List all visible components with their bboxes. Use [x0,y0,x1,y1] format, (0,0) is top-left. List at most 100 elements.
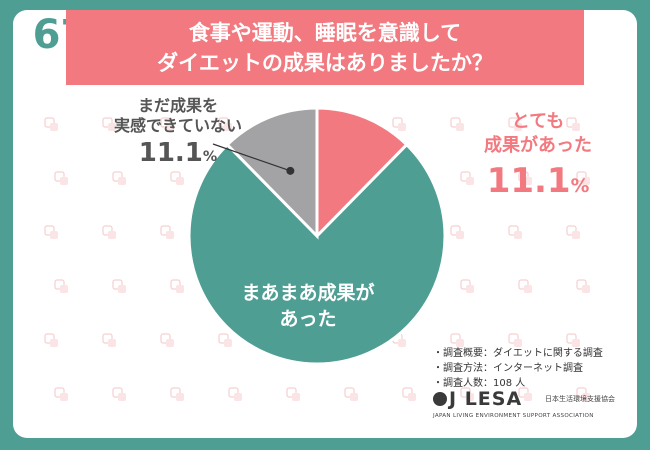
pattern-square [218,333,229,344]
pattern-square-fill [350,393,358,401]
pattern-square [508,117,519,128]
label-teal-slice: まあまあ成果が あった [228,280,388,332]
pattern-square [566,333,577,344]
pattern-square [102,333,113,344]
pattern-square [344,387,355,398]
slice-pink [315,106,409,240]
value-pink-unit: % [570,176,590,197]
pattern-square-fill [166,339,174,347]
chart-card: 食事や運動、睡眠を意識して ダイエットの成果はありましたか？ まだ成果を 実感で… [13,10,637,438]
pattern-square [460,279,471,290]
pattern-square-fill [108,123,116,131]
pattern-square [460,171,471,182]
pattern-square [44,117,55,128]
pattern-square [228,387,239,398]
survey-note-count: ・調査人数：108 人 [433,378,526,389]
pattern-square [44,225,55,236]
slice-teal [187,142,447,366]
pattern-square [112,387,123,398]
pattern-square-fill [108,231,116,239]
value-gray-slice: 11.1% [98,136,258,174]
title-line-1: 食事や運動、睡眠を意識して [188,21,462,45]
pattern-square-fill [524,285,532,293]
pattern-square [460,387,471,398]
label-gray-line-2: 実感できていない [113,116,242,135]
label-pink-slice: とても 成果があった 11.1% [453,110,623,210]
pattern-square-fill [176,177,184,185]
value-pink-number: 11.1 [486,161,571,201]
pattern-square [160,225,171,236]
pattern-square [450,333,461,344]
pattern-square [402,387,413,398]
pattern-square [112,279,123,290]
label-pink-line-2: 成果があった [484,135,592,156]
pattern-square-fill [224,123,232,131]
value-pink-slice: 11.1% [453,158,623,210]
label-teal-line-2: あった [279,308,337,330]
pattern-square-fill [234,393,242,401]
logo-dot-icon [433,392,447,406]
pattern-square [576,279,587,290]
pattern-square [102,225,113,236]
pattern-square-fill [582,177,590,185]
pattern-square-fill [50,339,58,347]
value-gray-unit: % [202,149,218,165]
lesa-logo: J LESA 日本生活環境支援協会 JAPAN LIVING ENVIRONME… [433,388,633,428]
pattern-square [160,333,171,344]
pattern-square-fill [118,177,126,185]
label-gray-slice: まだ成果を 実感できていない 11.1% [98,96,258,174]
logo-org-jp: 日本生活環境支援協会 [545,395,615,403]
pattern-square-fill [572,231,580,239]
pattern-square [518,279,529,290]
pattern-square-fill [456,231,464,239]
pattern-square [576,387,587,398]
pattern-square [508,333,519,344]
pattern-square-fill [224,339,232,347]
pie-chart [187,106,447,366]
pattern-square-fill [466,177,474,185]
pattern-square [450,225,461,236]
pattern-square-fill [572,123,580,131]
logo-name: LESA [464,388,523,410]
logo-mark: J [449,388,458,410]
pattern-square-fill [514,339,522,347]
pattern-square [170,387,181,398]
survey-note-method: ・調査方法：インターネット調査 [433,363,583,374]
pattern-square-fill [456,339,464,347]
pattern-square-fill [166,231,174,239]
pattern-square [218,117,229,128]
pattern-square [54,387,65,398]
slice-gray [225,106,319,240]
pattern-square-fill [60,393,68,401]
pattern-square [160,117,171,128]
pattern-square-fill [572,339,580,347]
pattern-square [518,171,529,182]
pattern-square-fill [60,177,68,185]
label-gray-line-1: まだ成果を [137,96,218,115]
pattern-square [508,225,519,236]
pattern-square-fill [456,123,464,131]
pattern-square [286,387,297,398]
pattern-square-fill [398,123,406,131]
pattern-square [102,117,113,128]
pattern-square [576,171,587,182]
pattern-square-fill [466,393,474,401]
chart-title: 食事や運動、睡眠を意識して ダイエットの成果はありましたか？ [66,10,584,85]
logo-wordmark: J LESA [433,388,522,410]
pattern-square-fill [514,123,522,131]
pattern-square [450,117,461,128]
label-teal-line-1: まあまあ成果が [241,282,375,304]
pattern-square-fill [60,285,68,293]
pattern-square-fill [514,231,522,239]
pattern-square-fill [582,285,590,293]
value-gray-number: 11.1 [138,138,203,168]
pattern-square-fill [398,339,406,347]
pattern-square [112,171,123,182]
gray-leader-line [212,143,291,172]
pattern-square-fill [166,123,174,131]
survey-note-summary: ・調査概要：ダイエットに関する調査 [433,348,603,359]
pattern-square-fill [408,393,416,401]
logo-org-en: JAPAN LIVING ENVIRONMENT SUPPORT ASSOCIA… [433,413,594,419]
pattern-square-fill [466,285,474,293]
pattern-square-fill [176,285,184,293]
